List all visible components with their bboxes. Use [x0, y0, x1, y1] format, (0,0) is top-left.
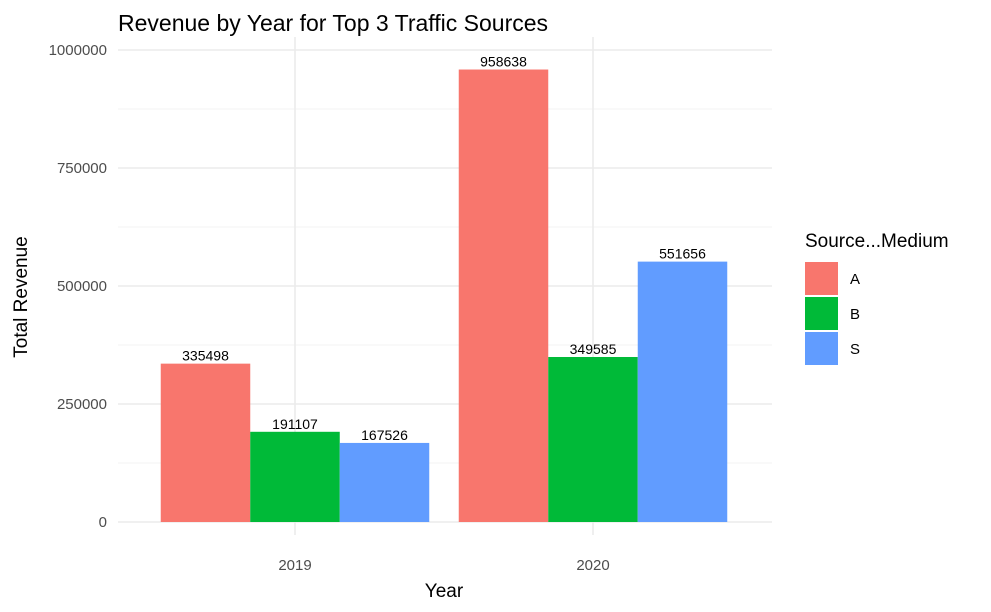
data-label-B-2019: 191107: [272, 416, 318, 432]
data-label-A-2020: 958638: [480, 54, 527, 70]
x-tick-label: 2019: [278, 557, 311, 574]
legend-key-S: [805, 332, 838, 365]
y-tick-label: 750000: [57, 160, 107, 177]
data-label-A-2019: 335498: [182, 348, 229, 364]
bar-S-2020: [637, 261, 728, 522]
legend-label-S: S: [850, 341, 860, 358]
x-axis-ticks: 2019 2020: [278, 557, 609, 574]
legend-title: Source...Medium: [805, 231, 949, 252]
data-label-S-2020: 551656: [659, 246, 706, 262]
x-tick-label: 2020: [576, 557, 609, 574]
bar-B-2020: [548, 356, 638, 522]
y-axis-ticks: 0 250000 500000 750000 1000000: [49, 42, 107, 531]
bar-A-2019: [160, 363, 251, 522]
data-label-S-2019: 167526: [361, 427, 408, 443]
y-tick-label: 0: [99, 514, 107, 531]
y-axis-title: Total Revenue: [11, 236, 32, 357]
legend-label-B: B: [850, 306, 860, 323]
bar-A-2020: [458, 69, 549, 523]
bars: [160, 69, 728, 523]
y-tick-label: 500000: [57, 278, 107, 295]
bar-S-2019: [339, 442, 430, 522]
legend-label-A: A: [850, 271, 860, 288]
bar-B-2019: [250, 431, 340, 522]
y-tick-label: 1000000: [49, 42, 107, 59]
data-labels: 335498 191107 167526 958638 349585 551656: [182, 54, 706, 443]
chart-title: Revenue by Year for Top 3 Traffic Source…: [118, 10, 548, 36]
x-axis-title: Year: [425, 581, 464, 602]
legend-key-A: [805, 262, 838, 295]
legend-key-B: [805, 297, 838, 330]
data-label-B-2020: 349585: [570, 341, 617, 357]
legend: Source...Medium A B S: [805, 231, 949, 365]
y-tick-label: 250000: [57, 396, 107, 413]
